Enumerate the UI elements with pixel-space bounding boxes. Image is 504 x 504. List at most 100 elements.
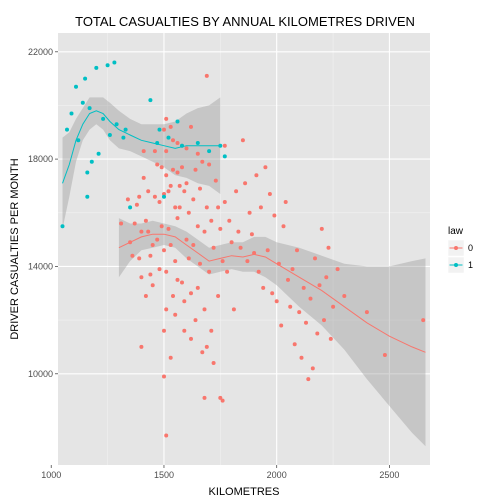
smooth-line-0 <box>118 233 426 353</box>
data-point-0 <box>152 194 157 199</box>
data-point-0 <box>231 307 236 312</box>
legend: law 01 <box>447 226 473 274</box>
data-point-0 <box>207 269 212 274</box>
data-point-1 <box>101 116 106 121</box>
smooth-line-1 <box>62 110 221 184</box>
data-point-1 <box>94 65 99 70</box>
data-point-0 <box>186 210 191 215</box>
data-point-0 <box>204 344 209 349</box>
data-point-0 <box>249 232 254 237</box>
data-point-0 <box>162 248 166 253</box>
data-point-0 <box>288 304 293 309</box>
data-point-1 <box>76 138 81 143</box>
data-point-1 <box>80 100 85 105</box>
data-point-0 <box>304 320 308 325</box>
data-point-0 <box>202 307 207 312</box>
data-point-0 <box>218 226 223 231</box>
data-point-0 <box>195 285 200 290</box>
data-point-1 <box>121 135 126 140</box>
data-point-0 <box>290 267 295 272</box>
data-point-1 <box>85 194 90 199</box>
data-point-0 <box>382 353 387 357</box>
data-point-0 <box>155 162 160 167</box>
data-point-1 <box>87 106 92 111</box>
y-tick-label: 22000 <box>28 47 53 57</box>
data-point-0 <box>198 186 202 191</box>
data-point-1 <box>166 135 171 140</box>
data-point-0 <box>211 245 216 250</box>
data-point-0 <box>177 205 182 210</box>
data-point-0 <box>184 237 189 242</box>
data-point-0 <box>310 366 315 371</box>
data-point-0 <box>189 291 193 296</box>
data-point-0 <box>175 170 180 175</box>
scatter-points <box>60 60 426 438</box>
data-point-1 <box>74 84 78 89</box>
data-point-1 <box>112 60 117 65</box>
data-point-0 <box>229 240 234 245</box>
data-point-0 <box>286 277 290 282</box>
data-point-0 <box>173 259 178 264</box>
data-point-0 <box>335 267 340 272</box>
data-point-0 <box>164 433 169 438</box>
data-point-1 <box>85 170 90 175</box>
data-point-0 <box>200 350 205 355</box>
data-point-0 <box>159 224 164 229</box>
data-point-1 <box>222 154 227 159</box>
data-point-1 <box>195 141 200 145</box>
data-point-0 <box>171 294 175 298</box>
data-point-0 <box>139 229 144 234</box>
data-point-0 <box>184 181 189 186</box>
data-point-0 <box>328 336 333 341</box>
data-point-0 <box>261 285 266 290</box>
data-point-1 <box>157 127 162 132</box>
data-point-0 <box>175 216 180 221</box>
data-point-1 <box>60 224 65 229</box>
legend-entries: 01 <box>447 239 473 274</box>
data-point-0 <box>331 304 336 309</box>
data-point-0 <box>152 149 157 154</box>
data-point-0 <box>143 218 148 223</box>
confidence-ribbons <box>62 97 426 447</box>
data-point-0 <box>186 256 191 261</box>
data-point-0 <box>162 127 166 132</box>
data-point-0 <box>168 124 173 129</box>
data-point-0 <box>313 256 317 261</box>
data-point-0 <box>270 291 275 296</box>
y-tick-label: 14000 <box>28 261 53 271</box>
legend-label-0: 0 <box>468 243 473 253</box>
data-point-0 <box>191 197 196 202</box>
data-point-0 <box>274 299 279 304</box>
data-point-0 <box>216 205 221 210</box>
data-point-0 <box>130 253 135 258</box>
data-point-0 <box>234 189 239 194</box>
data-point-0 <box>204 205 209 210</box>
data-point-0 <box>202 395 207 400</box>
data-point-0 <box>236 229 241 234</box>
data-point-0 <box>209 218 214 223</box>
data-point-0 <box>195 224 200 229</box>
data-point-1 <box>65 127 69 132</box>
data-point-0 <box>191 243 196 247</box>
y-axis-label: DRIVER CASUALTIES PER MONTH <box>9 158 21 339</box>
x-tick-label: 1500 <box>154 470 174 480</box>
data-point-0 <box>141 149 146 154</box>
data-point-0 <box>171 138 175 143</box>
data-point-0 <box>143 294 148 298</box>
data-point-0 <box>155 237 160 242</box>
data-point-0 <box>256 269 261 274</box>
x-axis-ticks: 1000 1500 2000 2500 <box>41 465 399 480</box>
data-point-0 <box>263 165 268 170</box>
data-point-0 <box>258 205 263 210</box>
data-point-0 <box>247 210 252 215</box>
data-point-0 <box>139 275 144 280</box>
data-point-0 <box>220 398 225 403</box>
x-axis-label: KILOMETRES <box>209 486 280 498</box>
data-point-0 <box>157 267 162 272</box>
y-tick-label: 18000 <box>28 154 53 164</box>
data-point-0 <box>279 323 284 328</box>
data-point-0 <box>182 189 187 194</box>
legend-point-0 <box>454 246 458 250</box>
data-point-0 <box>139 344 144 349</box>
